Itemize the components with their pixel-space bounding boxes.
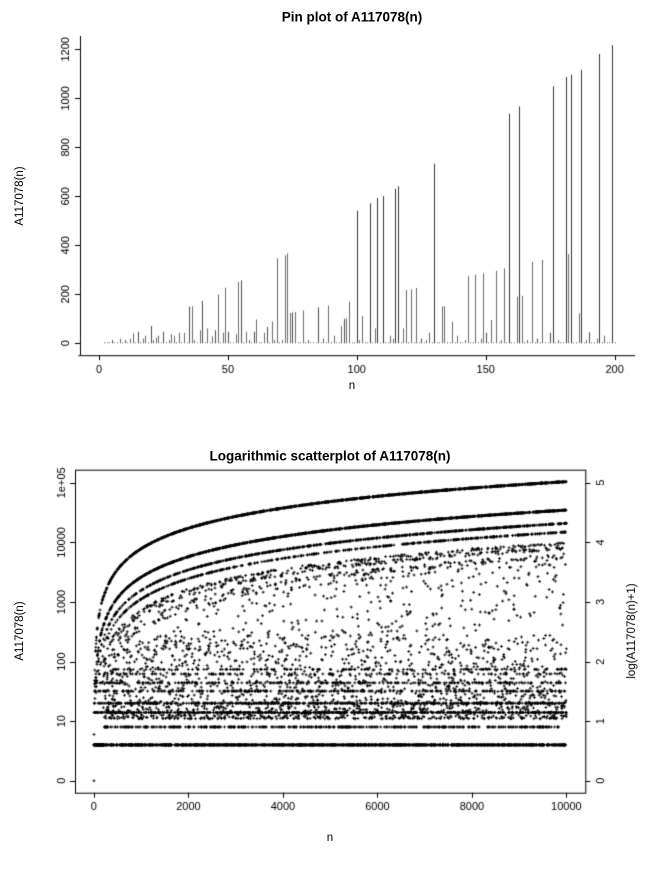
pin-plot-title: Pin plot of A117078(n) <box>281 9 423 25</box>
scatterplot-left-y-axis-label: A117078(n) <box>14 601 26 661</box>
scatterplot-x-axis-label: n <box>326 832 334 844</box>
scatterplot-right-y-axis-label: log(A117078(n)+1) <box>626 583 638 679</box>
scatterplot-title: Logarithmic scatterplot of A117078(n) <box>209 448 451 464</box>
pin-plot-x-axis-label: n <box>348 380 356 392</box>
pin-plot-y-axis-label: A117078(n) <box>14 166 26 226</box>
